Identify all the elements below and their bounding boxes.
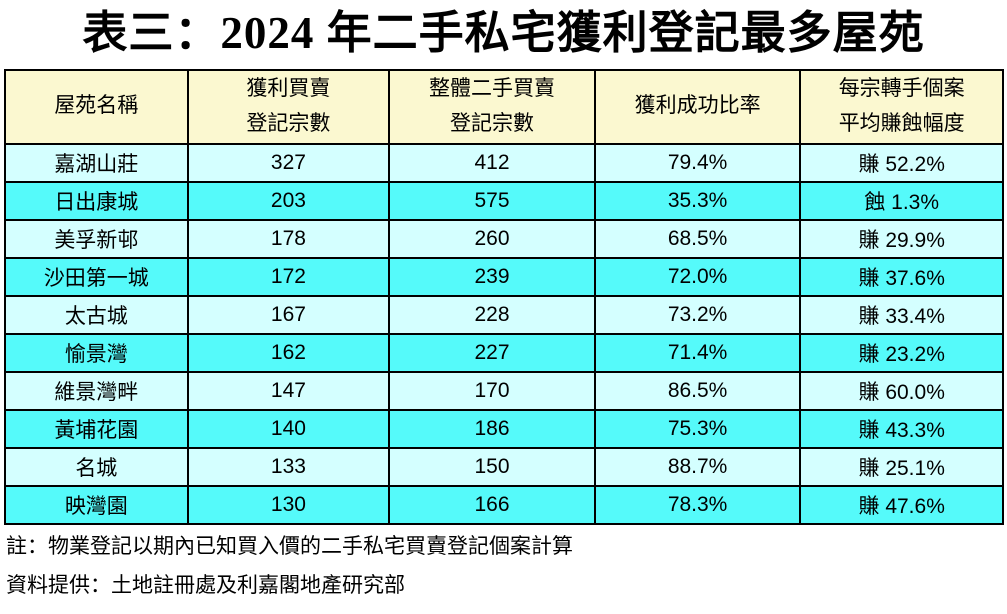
header-row: 屋苑名稱 獲利買賣 登記宗數 整體二手買賣 登記宗數 獲利成功比率 每宗轉手個案… xyxy=(4,68,1004,145)
success-rate-cell: 35.3% xyxy=(593,180,802,221)
table-row: 美孚新邨 178 260 68.5% 賺 29.9% xyxy=(4,218,1004,259)
success-rate-cell: 79.4% xyxy=(593,142,802,183)
profit-registrations-cell: 130 xyxy=(186,484,391,525)
estate-name-cell: 名城 xyxy=(4,446,189,487)
table-row: 名城 133 150 88.7% 賺 25.1% xyxy=(4,446,1004,487)
header-total-registrations: 整體二手買賣 登記宗數 xyxy=(388,68,596,145)
avg-gain-loss-cell: 賺 33.4% xyxy=(799,294,1004,335)
avg-gain-loss-cell: 賺 47.6% xyxy=(799,484,1004,525)
estate-name-cell: 日出康城 xyxy=(4,180,189,221)
header-estate-name-label: 屋苑名稱 xyxy=(54,94,139,118)
header-avg-gain-loss: 每宗轉手個案 平均賺蝕幅度 xyxy=(799,68,1004,145)
estate-name-cell: 嘉湖山莊 xyxy=(4,142,189,183)
table-row: 映灣園 130 166 78.3% 賺 47.6% xyxy=(4,484,1004,525)
header-total-registrations-line2: 登記宗數 xyxy=(450,111,534,135)
success-rate-cell: 88.7% xyxy=(593,446,802,487)
total-registrations-cell: 412 xyxy=(388,142,596,183)
note-calculation: 註：物業登記以期內已知買入價的二手私宅買賣登記個案計算 xyxy=(6,534,573,558)
total-registrations-cell: 150 xyxy=(388,446,596,487)
header-profit-registrations-line2: 登記宗數 xyxy=(246,111,331,135)
success-rate-cell: 78.3% xyxy=(593,484,802,525)
success-rate-cell: 71.4% xyxy=(593,332,802,373)
profit-registrations-cell: 167 xyxy=(186,294,391,335)
total-registrations-cell: 186 xyxy=(388,408,596,449)
table-row: 嘉湖山莊 327 412 79.4% 賺 52.2% xyxy=(4,142,1004,183)
profit-registrations-cell: 327 xyxy=(186,142,391,183)
profit-registrations-cell: 172 xyxy=(186,256,391,297)
success-rate-cell: 86.5% xyxy=(593,370,802,411)
total-registrations-cell: 239 xyxy=(388,256,596,297)
success-rate-cell: 75.3% xyxy=(593,408,802,449)
profit-registrations-cell: 162 xyxy=(186,332,391,373)
avg-gain-loss-cell: 賺 43.3% xyxy=(799,408,1004,449)
table-row: 愉景灣 162 227 71.4% 賺 23.2% xyxy=(4,332,1004,373)
table-row: 日出康城 203 575 35.3% 蝕 1.3% xyxy=(4,180,1004,221)
total-registrations-cell: 260 xyxy=(388,218,596,259)
header-success-rate: 獲利成功比率 xyxy=(593,68,802,145)
avg-gain-loss-cell: 賺 37.6% xyxy=(799,256,1004,297)
header-total-registrations-line1: 整體二手買賣 xyxy=(429,76,555,100)
profit-registrations-cell: 140 xyxy=(186,408,391,449)
estate-name-cell: 沙田第一城 xyxy=(4,256,189,297)
header-avg-gain-loss-line2: 平均賺蝕幅度 xyxy=(838,111,965,135)
avg-gain-loss-cell: 賺 25.1% xyxy=(799,446,1004,487)
avg-gain-loss-cell: 賺 29.9% xyxy=(799,218,1004,259)
avg-gain-loss-cell: 賺 23.2% xyxy=(799,332,1004,373)
note-source: 資料提供：土地註冊處及利嘉閣地產研究部 xyxy=(6,573,405,597)
total-registrations-cell: 575 xyxy=(388,180,596,221)
header-estate-name: 屋苑名稱 xyxy=(4,68,189,145)
total-registrations-cell: 228 xyxy=(388,294,596,335)
estate-name-cell: 映灣園 xyxy=(4,484,189,525)
table-row: 沙田第一城 172 239 72.0% 賺 37.6% xyxy=(4,256,1004,297)
profit-registrations-table: 屋苑名稱 獲利買賣 登記宗數 整體二手買賣 登記宗數 獲利成功比率 每宗轉手個案… xyxy=(4,68,1004,525)
table-row: 黃埔花園 140 186 75.3% 賺 43.3% xyxy=(4,408,1004,449)
header-avg-gain-loss-line1: 每宗轉手個案 xyxy=(838,76,965,100)
total-registrations-cell: 166 xyxy=(388,484,596,525)
estate-name-cell: 太古城 xyxy=(4,294,189,335)
avg-gain-loss-cell: 蝕 1.3% xyxy=(799,180,1004,221)
profit-registrations-cell: 133 xyxy=(186,446,391,487)
estate-name-cell: 美孚新邨 xyxy=(4,218,189,259)
footnotes: 註：物業登記以期內已知買入價的二手私宅買賣登記個案計算 資料提供：土地註冊處及利… xyxy=(6,534,1007,598)
profit-registrations-cell: 203 xyxy=(186,180,391,221)
profit-registrations-cell: 147 xyxy=(186,370,391,411)
header-profit-registrations: 獲利買賣 登記宗數 xyxy=(186,68,391,145)
profit-registrations-cell: 178 xyxy=(186,218,391,259)
page: 表三：2024 年二手私宅獲利登記最多屋苑 屋苑名稱 獲利買賣 登記宗數 整體二… xyxy=(0,4,1007,614)
success-rate-cell: 68.5% xyxy=(593,218,802,259)
table-row: 維景灣畔 147 170 86.5% 賺 60.0% xyxy=(4,370,1004,411)
estate-name-cell: 愉景灣 xyxy=(4,332,189,373)
success-rate-cell: 73.2% xyxy=(593,294,802,335)
table-row: 太古城 167 228 73.2% 賺 33.4% xyxy=(4,294,1004,335)
success-rate-cell: 72.0% xyxy=(593,256,802,297)
total-registrations-cell: 170 xyxy=(388,370,596,411)
estate-name-cell: 黃埔花園 xyxy=(4,408,189,449)
avg-gain-loss-cell: 賺 60.0% xyxy=(799,370,1004,411)
total-registrations-cell: 227 xyxy=(388,332,596,373)
table-title: 表三：2024 年二手私宅獲利登記最多屋苑 xyxy=(82,8,925,58)
avg-gain-loss-cell: 賺 52.2% xyxy=(799,142,1004,183)
estate-name-cell: 維景灣畔 xyxy=(4,370,189,411)
header-profit-registrations-line1: 獲利買賣 xyxy=(246,76,331,100)
header-success-rate-label: 獲利成功比率 xyxy=(634,94,761,118)
